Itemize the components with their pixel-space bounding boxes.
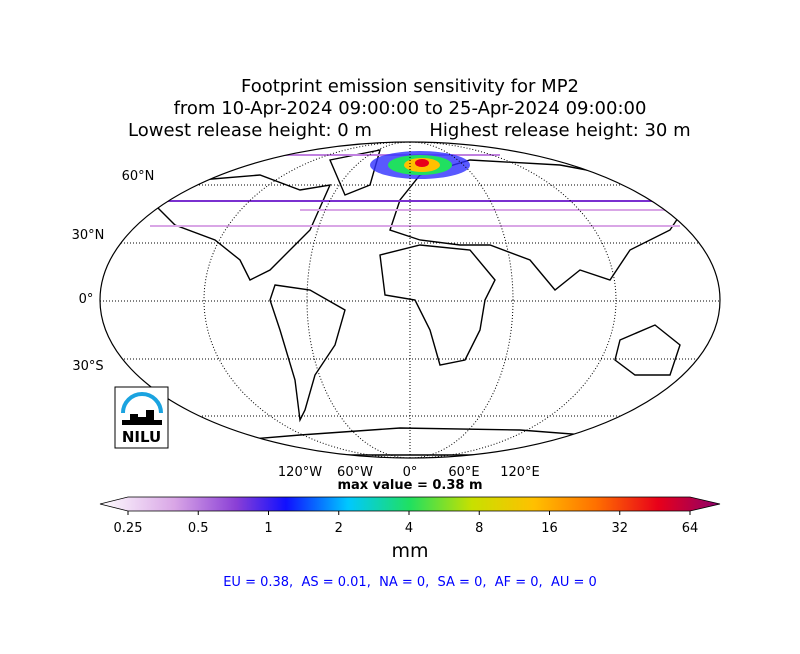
globe-outline	[99, 141, 721, 459]
logo-text: NILU	[122, 428, 161, 446]
lon-label: 120°W	[278, 465, 322, 480]
lon-label: 0°	[403, 465, 418, 480]
colorbar-tick-label: 16	[541, 521, 558, 536]
lon-label: 120°E	[500, 465, 540, 480]
colorbar-tick-label: 8	[475, 521, 483, 536]
lat-labels: 60°N 30°N 0° 30°S	[72, 169, 155, 374]
period: from 10-Apr-2024 09:00:00 to 25-Apr-2024…	[174, 98, 647, 119]
colorbar-label: mm	[391, 540, 428, 562]
lat-label: 30°N	[72, 228, 105, 243]
colorbar-tick-label: 1	[264, 521, 272, 536]
colorbar-tick-label: 0.5	[188, 521, 209, 536]
colorbar-tick-label: 32	[611, 521, 628, 536]
colorbar-tick-label: 4	[405, 521, 413, 536]
highest-height: Highest release height: 30 m	[429, 120, 690, 141]
lon-label: 60°W	[337, 465, 373, 480]
title: Footprint emission sensitivity for MP2	[241, 76, 579, 97]
colorbar: 0.25 0.5 1 2 4 8 16 32 64	[99, 496, 721, 536]
colorbar-tick-label: 64	[682, 521, 699, 536]
lat-label: 0°	[79, 292, 94, 307]
lowest-height: Lowest release height: 0 m	[128, 120, 372, 141]
region-stats: EU = 0.38, AS = 0.01, NA = 0, SA = 0, AF…	[223, 575, 597, 590]
colorbar-tick-label: 0.25	[114, 521, 143, 536]
logo: NILU	[114, 386, 169, 449]
lon-label: 60°E	[448, 465, 479, 480]
lon-labels: 120°W 60°W 0° 60°E 120°E	[278, 465, 540, 480]
colorbar-tick-label: 2	[335, 521, 343, 536]
map	[100, 142, 720, 458]
max-value: max value = 0.38 m	[337, 478, 482, 493]
lat-label: 60°N	[122, 169, 155, 184]
lat-label: 30°S	[72, 359, 103, 374]
